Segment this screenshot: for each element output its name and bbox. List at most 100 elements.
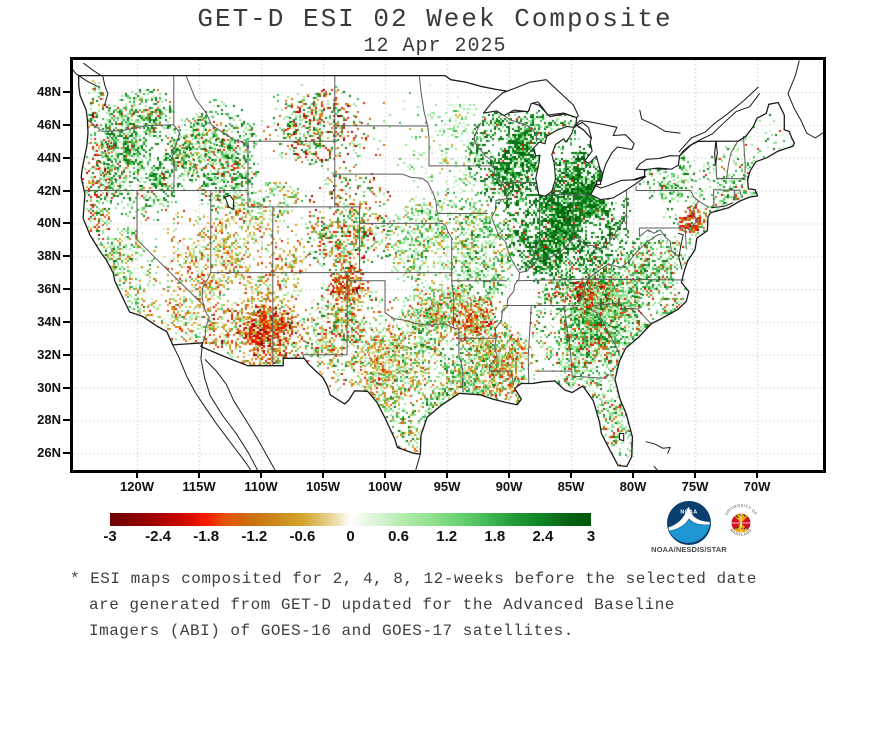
state-boundary (515, 278, 588, 282)
noaa-caption: NOAA/NESDIS/STAR (651, 545, 727, 554)
lon-label: 110W (244, 479, 278, 494)
colorbar (110, 513, 591, 526)
state-boundary (684, 227, 687, 250)
lat-tick (63, 222, 70, 225)
state-boundary (711, 189, 715, 208)
lon-tick (384, 473, 386, 478)
lon-tick (446, 473, 448, 478)
neighbor-coastline (73, 69, 98, 87)
state-boundary (638, 227, 679, 257)
state-boundary (726, 140, 739, 179)
lat-label: 42N (37, 182, 61, 198)
lon-tick (322, 473, 324, 478)
state-boundary (452, 327, 464, 393)
lake (573, 120, 635, 175)
neighbor-coastline (645, 441, 671, 454)
lat-label: 34N (37, 313, 61, 329)
state-boundary (587, 263, 610, 280)
state-boundary (579, 278, 588, 303)
lat-tick (63, 353, 70, 356)
lon-label: 70W (743, 479, 771, 494)
lon-tick (260, 473, 262, 478)
state-boundary (743, 135, 746, 174)
state-boundary (347, 272, 386, 314)
lon-label: 75W (681, 479, 709, 494)
state-boundary (185, 75, 249, 150)
neighbor-coastline (653, 465, 658, 470)
lat-tick (63, 123, 70, 126)
colorbar-tick-label: 1.8 (484, 528, 506, 545)
state-boundary (171, 124, 181, 191)
lon-tick (198, 473, 200, 478)
neighbor-coastline (102, 75, 109, 105)
colorbar-tick-label: -1.8 (193, 528, 220, 545)
neighbor-coastline (678, 86, 759, 153)
lat-tick (63, 156, 70, 159)
neighbor-coastline (415, 453, 421, 470)
lon-label: 80W (619, 479, 647, 494)
state-boundary (690, 190, 709, 208)
colorbar-tick-label: -0.6 (289, 528, 316, 545)
lon-label: 85W (557, 479, 585, 494)
state-boundary (473, 122, 520, 372)
state-boundary (503, 115, 537, 142)
lon-label: 105W (306, 479, 340, 494)
state-boundary (608, 234, 662, 269)
colorbar-tick-label: -2.4 (145, 528, 172, 545)
lake (595, 179, 602, 186)
colorbar-tick-label: 2.4 (532, 528, 554, 545)
state-boundary (635, 185, 692, 191)
state-boundary (451, 280, 455, 329)
umd-seal-icon: UNIVERSITY OF MARYLAND (720, 502, 762, 544)
neighbor-coastline (679, 93, 760, 157)
footnote-line: Imagers (ABI) of GOES-16 and GOES-17 sat… (89, 622, 574, 640)
state-boundary (384, 312, 454, 329)
neighbor-coastline (677, 232, 684, 270)
lat-label: 30N (37, 379, 61, 395)
state-boundary (687, 200, 700, 231)
umd-seal-bottom-text: MARYLAND (729, 527, 752, 537)
lon-tick (508, 473, 510, 478)
footnote: * ESI maps composited for 2, 4, 8, 12-we… (70, 566, 810, 644)
lat-tick (63, 255, 70, 258)
state-boundary (302, 280, 348, 359)
lake (635, 155, 681, 171)
state-boundary (532, 194, 541, 260)
lat-tick (63, 288, 70, 291)
lon-tick (756, 473, 758, 478)
lat-tick (63, 386, 70, 389)
lat-tick (63, 189, 70, 192)
lon-label: 95W (433, 479, 461, 494)
colorbar-tick-label: -1.2 (241, 528, 268, 545)
umd-crest (731, 513, 751, 533)
state-boundary (527, 305, 532, 384)
state-boundary (427, 181, 438, 214)
page-date: 12 Apr 2025 (363, 35, 507, 58)
colorbar-tick-label: 0.6 (388, 528, 410, 545)
state-boundary (548, 194, 591, 196)
lat-label: 46N (37, 116, 61, 132)
lat-label: 28N (37, 412, 61, 428)
lake (483, 79, 579, 119)
noaa-logo-icon: NOAA (667, 501, 711, 545)
conus-coastline (78, 74, 796, 468)
lat-tick (63, 419, 70, 422)
state-boundary (136, 190, 205, 310)
colorbar-tick-label: 3 (586, 528, 596, 545)
colorbar-tick-label: 0 (346, 528, 355, 545)
neighbor-coastline (172, 344, 252, 470)
neighbor-coastline (639, 109, 681, 134)
lat-label: 36N (37, 281, 61, 297)
esi-data-canvas (73, 60, 823, 470)
map-frame (70, 57, 826, 473)
lat-label: 38N (37, 248, 61, 264)
lat-label: 40N (37, 215, 61, 231)
lat-label: 44N (37, 149, 61, 165)
lon-tick (632, 473, 634, 478)
colorbar-tick-label: -3 (103, 528, 117, 545)
lon-tick (136, 473, 138, 478)
lon-label: 100W (368, 479, 402, 494)
state-boundary (587, 278, 685, 281)
state-boundary (427, 125, 430, 167)
state-boundary (519, 213, 628, 274)
